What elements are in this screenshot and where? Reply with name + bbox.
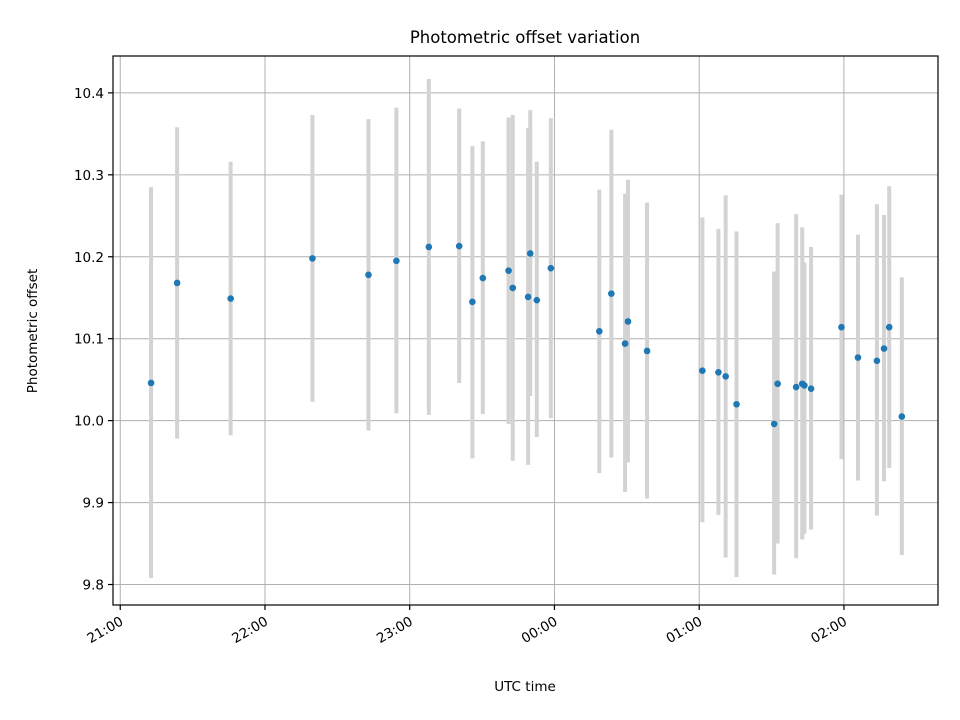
data-point [885,323,893,331]
data-point [173,279,181,287]
data-point [393,257,400,265]
y-tick-label: 9.9 [83,496,104,512]
data-point [880,345,888,352]
data-point [873,357,881,365]
y-tick-label: 10.0 [74,414,104,430]
data-point [469,298,476,306]
data-point [624,318,632,325]
x-tick-label: 23:00 [374,614,416,647]
x-tick-label: 01:00 [663,614,705,647]
data-point [770,420,778,428]
data-point [596,328,603,335]
data-point [715,368,722,376]
data-point [608,290,615,297]
y-tick-label: 10.1 [74,332,104,348]
data-point [643,347,651,355]
data-point [898,413,906,420]
data-point [621,340,629,347]
data-point [722,373,729,380]
data-point [309,255,316,262]
data-points [147,242,906,428]
grid [113,56,938,605]
data-point [838,323,845,331]
data-point [479,274,487,282]
data-point [792,383,800,391]
data-point [699,367,706,374]
y-tick-label: 9.8 [83,578,104,594]
data-point [733,400,740,408]
data-point [505,267,512,274]
data-point [801,382,808,389]
data-point [365,271,372,279]
y-axis-ticks: 9.8 9.9 10.0 10.1 10.2 10.3 10.4 [74,86,113,594]
y-tick-label: 10.3 [74,168,104,184]
x-tick-label: 22:00 [229,614,271,647]
data-point [547,264,555,272]
data-point [455,242,463,250]
data-point [526,250,534,257]
data-point [533,296,541,304]
data-point [425,243,433,251]
y-axis-label: Photometric offset [25,269,41,393]
x-tick-label: 21:00 [85,614,127,647]
data-point [147,379,155,387]
x-axis-ticks: 21:00 22:00 23:00 00:00 01:00 02:00 [85,605,850,647]
data-point [807,385,815,392]
x-tick-label: 00:00 [519,614,561,647]
data-point [509,284,517,292]
data-point [774,380,781,388]
data-point [854,354,862,361]
error-bars [149,78,904,578]
x-tick-label: 02:00 [808,614,850,647]
plot-frame [112,55,939,606]
chart-title: Photometric offset variation [410,28,640,47]
data-point [227,295,234,302]
y-tick-label: 10.2 [74,250,104,266]
y-tick-label: 10.4 [74,86,104,102]
data-point [524,293,532,301]
x-axis-label: UTC time [494,679,556,695]
